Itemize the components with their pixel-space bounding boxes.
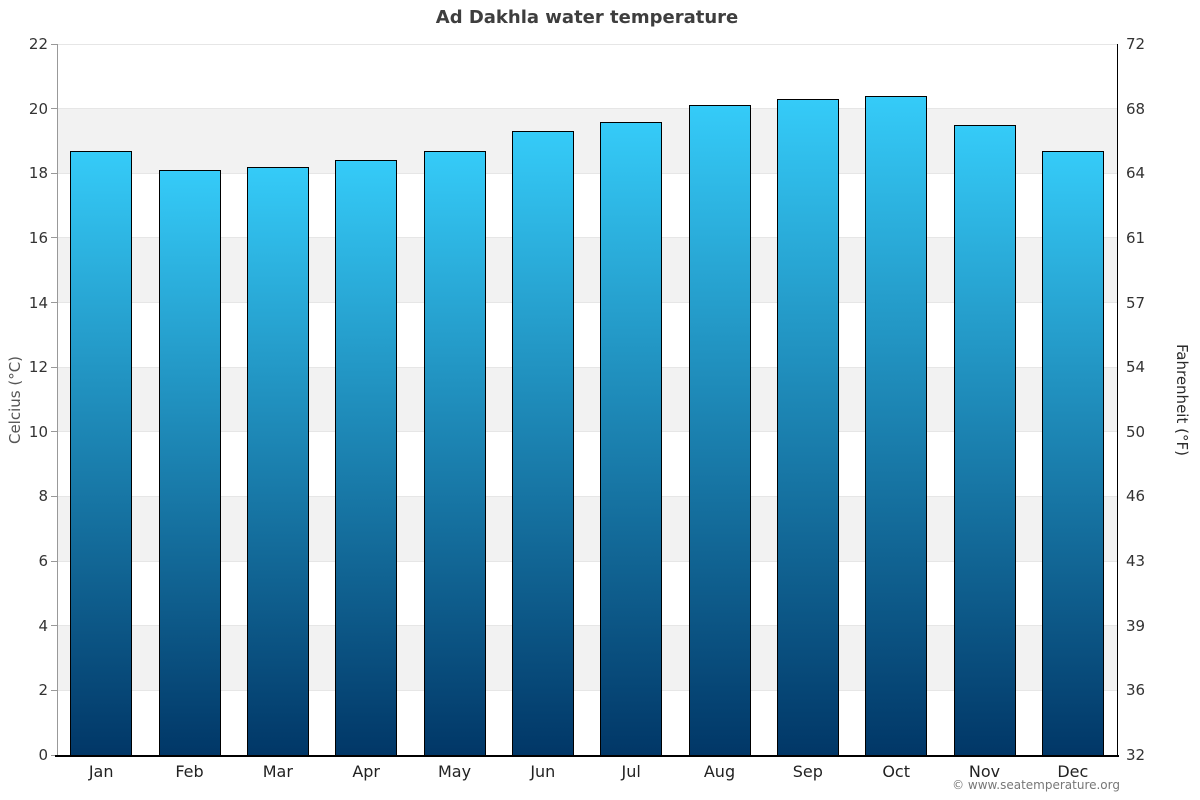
gridline xyxy=(57,43,1117,45)
x-tick-label-month: Jul xyxy=(621,762,641,781)
y-tick-mark xyxy=(51,302,57,304)
x-tick-label-month: Jun xyxy=(530,762,556,781)
y-tick-label-celsius: 16 xyxy=(28,228,48,247)
y-tick-label-fahrenheit: 57 xyxy=(1126,293,1146,312)
gridline xyxy=(57,560,1117,562)
y-tick-label-celsius: 10 xyxy=(28,422,48,441)
gridline xyxy=(57,495,1117,497)
x-tick-label-month: Apr xyxy=(352,762,380,781)
y-tick-label-celsius: 22 xyxy=(28,35,48,53)
temperature-bar[interactable] xyxy=(423,150,486,755)
y-tick-label-celsius: 6 xyxy=(38,552,48,571)
temperature-bar[interactable] xyxy=(865,95,928,755)
gridline xyxy=(57,431,1117,433)
y-tick-label-fahrenheit: 43 xyxy=(1126,552,1146,571)
y-tick-label-celsius: 20 xyxy=(28,99,48,118)
y-tick-label-fahrenheit: 54 xyxy=(1126,358,1146,377)
y-tick-label-fahrenheit: 32 xyxy=(1126,746,1146,764)
gridline xyxy=(57,689,1117,691)
y-tick-mark xyxy=(51,172,57,174)
gridline xyxy=(57,366,1117,368)
gridline xyxy=(57,172,1117,174)
x-tick-label-month: Sep xyxy=(792,762,823,781)
temperature-bar[interactable] xyxy=(70,150,133,755)
chart-title: Ad Dakhla water temperature xyxy=(435,7,739,28)
y-tick-mark xyxy=(51,366,57,368)
y-tick-mark xyxy=(51,237,57,239)
x-tick-label-month: Feb xyxy=(175,762,204,781)
temperature-bar[interactable] xyxy=(511,131,574,755)
grid-band xyxy=(57,108,1117,174)
gridline xyxy=(57,108,1117,110)
x-axis-line xyxy=(55,755,1119,757)
x-tick-label-month: Nov xyxy=(968,762,1001,781)
y-tick-label-celsius: 12 xyxy=(28,358,48,377)
grid-band xyxy=(57,625,1117,691)
y-tick-mark xyxy=(51,495,57,497)
gridline xyxy=(57,237,1117,239)
gridline xyxy=(57,625,1117,627)
y-axis-right-line xyxy=(1117,44,1118,757)
y-tick-label-fahrenheit: 46 xyxy=(1126,487,1146,506)
temperature-bar[interactable] xyxy=(600,121,663,755)
x-tick-label-month: Dec xyxy=(1057,762,1089,781)
y-tick-label-fahrenheit: 64 xyxy=(1126,164,1146,183)
temperature-bar[interactable] xyxy=(776,98,839,755)
grid-band xyxy=(57,237,1117,303)
gridline xyxy=(57,302,1117,304)
y-axis-left-line xyxy=(57,44,58,755)
x-tick-label-month: Oct xyxy=(882,762,910,781)
y-tick-mark xyxy=(51,43,57,45)
y-tick-mark xyxy=(51,754,57,756)
y-tick-label-celsius: 18 xyxy=(28,164,48,183)
x-tick-label-month: Aug xyxy=(703,762,736,781)
temperature-bar[interactable] xyxy=(953,124,1016,755)
temperature-bar[interactable] xyxy=(688,105,751,755)
x-tick-label-month: Jan xyxy=(88,762,114,781)
y-tick-label-celsius: 4 xyxy=(38,616,48,635)
y-tick-label-fahrenheit: 36 xyxy=(1126,681,1146,700)
y-tick-label-celsius: 14 xyxy=(28,293,48,312)
y-tick-label-fahrenheit: 50 xyxy=(1126,422,1146,441)
temperature-bar[interactable] xyxy=(246,166,309,755)
x-tick-label-month: Mar xyxy=(262,762,293,781)
y-tick-mark xyxy=(51,625,57,627)
x-tick-label-month: May xyxy=(437,762,472,781)
y-tick-label-fahrenheit: 61 xyxy=(1126,228,1146,247)
temperature-bar[interactable] xyxy=(158,170,221,755)
y-axis-title-fahrenheit: Fahrenheit (°F) xyxy=(1173,344,1191,456)
temperature-bar[interactable] xyxy=(1041,150,1104,755)
y-tick-label-fahrenheit: 68 xyxy=(1126,99,1146,118)
y-tick-label-celsius: 0 xyxy=(38,746,48,764)
y-tick-label-celsius: 8 xyxy=(38,487,48,506)
y-tick-label-fahrenheit: 72 xyxy=(1126,35,1146,53)
y-tick-label-celsius: 2 xyxy=(38,681,48,700)
y-tick-mark xyxy=(51,108,57,110)
y-tick-label-fahrenheit: 39 xyxy=(1126,616,1146,635)
y-tick-mark xyxy=(51,689,57,691)
temperature-bar[interactable] xyxy=(335,160,398,755)
grid-band xyxy=(57,367,1117,432)
y-tick-mark xyxy=(51,560,57,562)
grid-band xyxy=(57,496,1117,562)
y-tick-mark xyxy=(51,431,57,433)
credit-link[interactable]: © www.seatemperature.org xyxy=(952,778,1120,792)
